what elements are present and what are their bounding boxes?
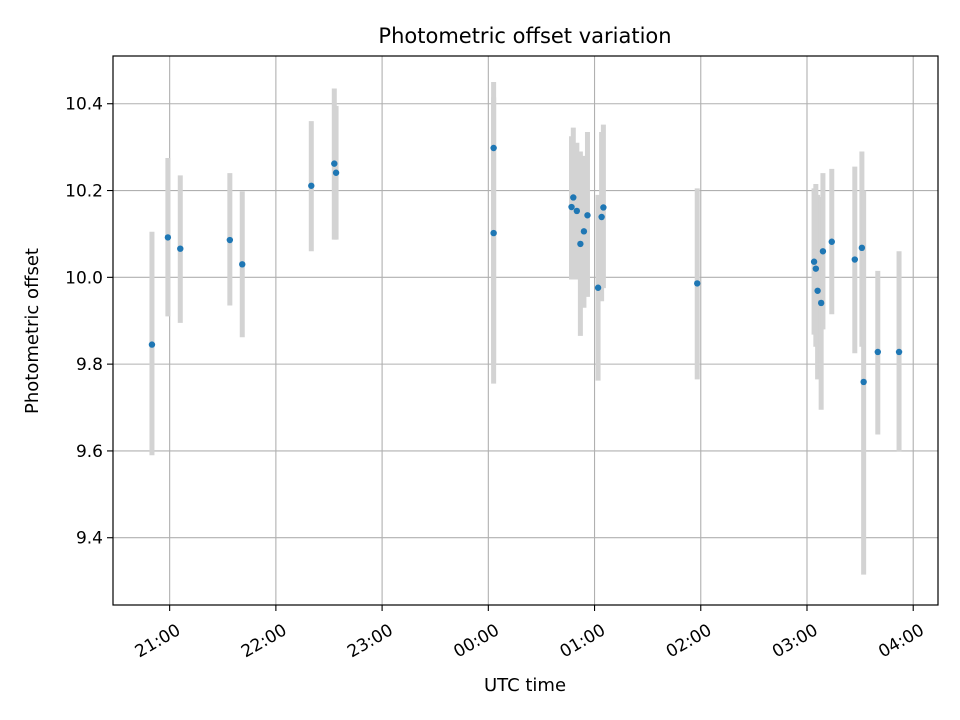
y-tick-label: 10.2: [65, 182, 103, 202]
data-point: [577, 240, 584, 248]
y-tick-label: 9.4: [76, 529, 103, 549]
data-point: [895, 348, 903, 356]
data-point: [828, 238, 835, 245]
data-point: [810, 258, 818, 265]
data-point: [598, 213, 605, 221]
y-tick-label: 10.4: [65, 95, 103, 115]
data-point: [308, 182, 315, 189]
data-point: [580, 228, 588, 235]
data-point: [331, 160, 338, 167]
data-point: [874, 348, 882, 356]
data-point: [490, 144, 497, 152]
data-point: [177, 245, 184, 252]
y-axis-title: Photometric offset: [22, 248, 43, 414]
plot-area-frame: [112, 55, 939, 606]
data-point: [148, 341, 156, 348]
y-tick-label: 9.8: [76, 355, 103, 375]
data-point: [332, 169, 340, 176]
data-point: [584, 212, 591, 219]
data-point: [812, 265, 820, 272]
data-point: [239, 261, 246, 268]
data-point: [594, 284, 602, 291]
data-point: [226, 236, 234, 244]
data-point: [858, 244, 866, 252]
chart-title: Photometric offset variation: [378, 24, 671, 48]
data-point: [819, 248, 827, 255]
data-point: [860, 378, 867, 386]
data-points: [148, 144, 903, 386]
data-point: [570, 194, 577, 201]
data-point: [814, 287, 821, 294]
data-point: [600, 204, 607, 211]
data-point: [694, 280, 701, 287]
data-point: [568, 203, 575, 211]
data-point: [851, 256, 858, 263]
y-axis-ticks: 9.4 9.6 9.8 10.0 10.2 10.4: [65, 95, 113, 549]
grid-lines: [113, 56, 938, 605]
data-point: [164, 234, 172, 241]
x-axis-title: UTC time: [484, 675, 566, 696]
y-tick-label: 10.0: [65, 268, 103, 288]
data-point: [490, 229, 497, 237]
y-tick-label: 9.6: [76, 442, 103, 462]
data-point: [573, 207, 581, 215]
data-point: [817, 299, 825, 307]
